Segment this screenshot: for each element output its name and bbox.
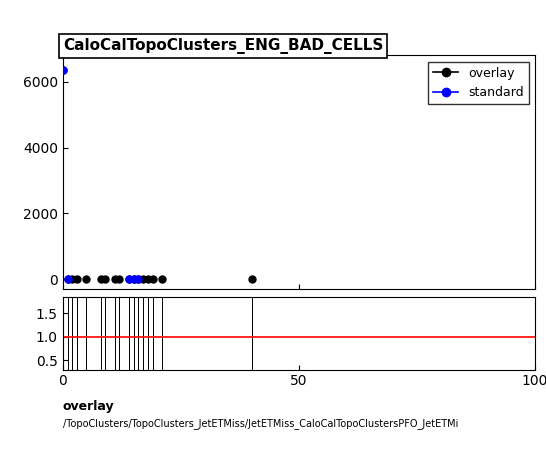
Point [144,275,152,283]
Point [58,67,67,74]
Point [124,275,133,283]
Point [115,275,124,283]
Point [101,275,110,283]
Point [63,275,72,283]
Point [247,275,256,283]
Text: CaloCalTopoClusters_ENG_BAD_CELLS: CaloCalTopoClusters_ENG_BAD_CELLS [63,38,383,54]
Point [148,275,157,283]
Point [134,275,143,283]
Point [68,275,76,283]
Point [73,275,81,283]
Text: /TopoClusters/TopoClusters_JetETMiss/JetETMiss_CaloCalTopoClustersPFO_JetETMi: /TopoClusters/TopoClusters_JetETMiss/Jet… [63,418,458,429]
Point [134,275,143,283]
Text: overlay: overlay [63,400,115,413]
Point [124,275,133,283]
Point [82,275,91,283]
Point [63,275,72,283]
Point [96,275,105,283]
Point [139,275,147,283]
Point [129,275,138,283]
Point [158,275,167,283]
Point [129,275,138,283]
Point [110,275,119,283]
Point [58,67,67,74]
Legend: overlay, standard: overlay, standard [428,62,529,104]
